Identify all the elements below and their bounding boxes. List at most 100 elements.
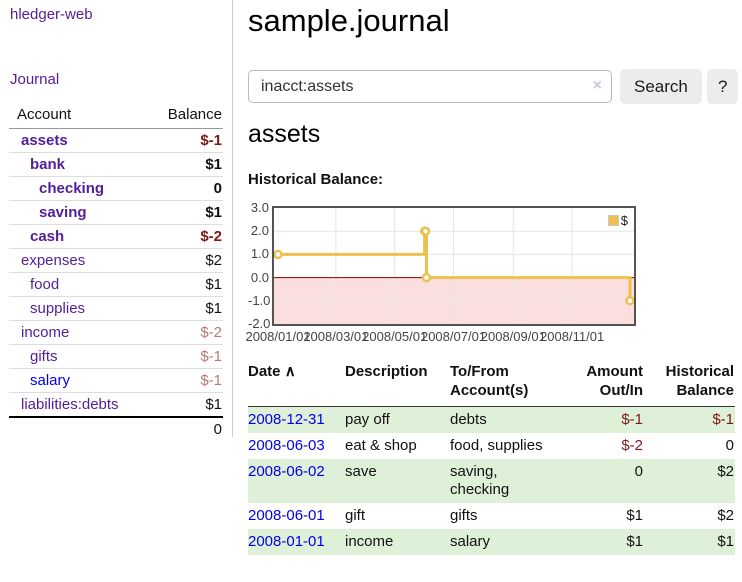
transaction-accounts: food, supplies xyxy=(450,437,543,454)
search-button[interactable]: Search xyxy=(620,69,702,104)
account-link-salary[interactable]: salary xyxy=(30,372,71,389)
date-header-label: Date xyxy=(248,363,281,380)
transaction-balance: $1 xyxy=(717,533,734,550)
transaction-date-link[interactable]: 2008-06-01 xyxy=(248,507,325,524)
help-button[interactable]: ? xyxy=(707,69,739,104)
account-balance: $-1 xyxy=(144,344,223,369)
account-balance: $-1 xyxy=(144,128,223,153)
register-header-balance: Historical Balance xyxy=(644,358,735,407)
transaction-description: eat & shop xyxy=(345,437,417,454)
account-balance: $1 xyxy=(144,272,223,297)
account-link-gifts[interactable]: gifts xyxy=(30,348,58,365)
register-header-amount: Amount Out/In xyxy=(562,358,644,407)
account-balance: $1 xyxy=(144,152,223,177)
transaction-row: 2008-06-02 save saving, checking 0 $2 xyxy=(248,459,735,503)
historical-balance-chart: $ 3.0 2.0 1.0 0.0 -1.0 -2.0 2008/01/01 2008/03/… xyxy=(245,200,735,346)
page-title: sample.journal xyxy=(248,3,450,38)
account-balance: $1 xyxy=(144,200,223,225)
account-heading: assets xyxy=(248,120,321,148)
account-link-liabilities-debts[interactable]: liabilities:debts xyxy=(21,396,119,413)
x-axis-tick-label: 2008/03/01 xyxy=(303,329,369,344)
account-balance: $-2 xyxy=(144,224,223,249)
account-row: saving $1 xyxy=(9,200,223,225)
account-row: food $1 xyxy=(9,272,223,297)
sidebar-item-journal[interactable]: Journal xyxy=(10,71,60,88)
account-balance: $-2 xyxy=(144,320,223,345)
account-link-saving[interactable]: saving xyxy=(39,204,87,221)
account-balance: $1 xyxy=(144,392,223,417)
transaction-description: pay off xyxy=(345,411,390,428)
account-link-expenses[interactable]: expenses xyxy=(21,252,86,269)
x-axis-tick-label: 2008/09/01 xyxy=(480,329,546,344)
account-row: bank $1 xyxy=(9,152,223,177)
account-row: supplies $1 xyxy=(9,296,223,321)
accounts-total-row: 0 xyxy=(9,416,223,441)
transaction-row: 2008-01-01 income salary $1 $1 xyxy=(248,529,735,555)
search-input-wrap: × xyxy=(248,70,612,103)
account-link-food[interactable]: food xyxy=(30,276,60,293)
account-balance: $-1 xyxy=(144,368,223,393)
account-row: cash $-2 xyxy=(9,224,223,249)
clear-search-icon[interactable]: × xyxy=(592,77,602,94)
transaction-row: 2008-06-01 gift gifts $1 $2 xyxy=(248,503,735,529)
transaction-description: income xyxy=(345,533,394,550)
chart-plot-area: $ xyxy=(272,206,636,326)
account-row: assets $-1 xyxy=(9,128,223,153)
search-bar: × Search ? xyxy=(248,69,739,104)
account-link-income[interactable]: income xyxy=(21,324,70,341)
x-axis-tick-label: 2008/07/01 xyxy=(420,329,487,344)
sort-ascending-icon: ∧ xyxy=(284,363,296,380)
accounts-total-value: 0 xyxy=(144,416,223,441)
register-header-description: Description xyxy=(345,358,450,407)
app-title[interactable]: hledger-web xyxy=(10,6,93,23)
y-axis-tick-label: -1.0 xyxy=(248,292,271,308)
transaction-amount: $1 xyxy=(626,507,643,524)
y-axis-tick-label: 1.0 xyxy=(250,246,269,262)
accounts-table-account-header: Account xyxy=(9,103,145,129)
account-link-bank[interactable]: bank xyxy=(30,156,66,173)
account-link-supplies[interactable]: supplies xyxy=(30,300,86,317)
account-row: expenses $2 xyxy=(9,248,223,273)
x-axis-tick-label: 2008/05/01 xyxy=(362,329,428,344)
y-axis-tick-label: 3.0 xyxy=(250,200,269,215)
transaction-amount: $1 xyxy=(626,533,643,550)
account-row: gifts $-1 xyxy=(9,344,223,369)
account-link-checking[interactable]: checking xyxy=(39,180,105,197)
accounts-table: Account Balance assets $-1 bank $1 check… xyxy=(9,103,223,441)
register-header-row: Date ∧ Description To/From Account(s) Am… xyxy=(248,358,735,407)
account-row: checking 0 xyxy=(9,176,223,201)
accounts-table-balance-header: Balance xyxy=(144,103,223,129)
transaction-balance: $-1 xyxy=(712,411,734,428)
transaction-accounts: gifts xyxy=(450,507,478,524)
y-axis-tick-label: 0.0 xyxy=(250,269,269,285)
legend-label: $ xyxy=(620,213,628,228)
transaction-row: 2008-06-03 eat & shop food, supplies $-2… xyxy=(248,433,735,459)
account-row: liabilities:debts $1 xyxy=(9,392,223,417)
register-header-accounts: To/From Account(s) xyxy=(450,358,562,407)
transaction-description: save xyxy=(345,463,377,480)
transaction-amount: $-2 xyxy=(621,437,643,454)
search-input[interactable] xyxy=(248,70,612,103)
transaction-accounts: salary xyxy=(450,533,491,550)
account-link-assets[interactable]: assets xyxy=(21,132,68,149)
main-content: sample.journal × Search ? assets Histori… xyxy=(245,0,739,582)
transaction-balance: 0 xyxy=(725,437,734,454)
transaction-date-link[interactable]: 2008-01-01 xyxy=(248,533,325,550)
transaction-row: 2008-12-31 pay off debts $-1 $-1 xyxy=(248,406,735,433)
account-balance: $2 xyxy=(144,248,223,273)
account-balance: $1 xyxy=(144,296,223,321)
transaction-date-link[interactable]: 2008-12-31 xyxy=(248,411,325,428)
transaction-date-link[interactable]: 2008-06-03 xyxy=(248,437,325,454)
account-balance: 0 xyxy=(144,176,223,201)
chart-legend: $ xyxy=(607,213,628,228)
account-row: salary $-1 xyxy=(9,368,223,393)
transaction-date-link[interactable]: 2008-06-02 xyxy=(248,463,325,480)
legend-swatch-icon xyxy=(607,215,619,226)
transaction-balance: $2 xyxy=(717,463,734,480)
account-link-cash[interactable]: cash xyxy=(30,228,65,245)
transaction-accounts: saving, checking xyxy=(450,463,510,498)
register-header-date[interactable]: Date ∧ xyxy=(248,358,345,407)
historical-balance-label: Historical Balance: xyxy=(248,171,384,188)
x-axis-tick-label: 2008/11/01 xyxy=(540,329,605,344)
